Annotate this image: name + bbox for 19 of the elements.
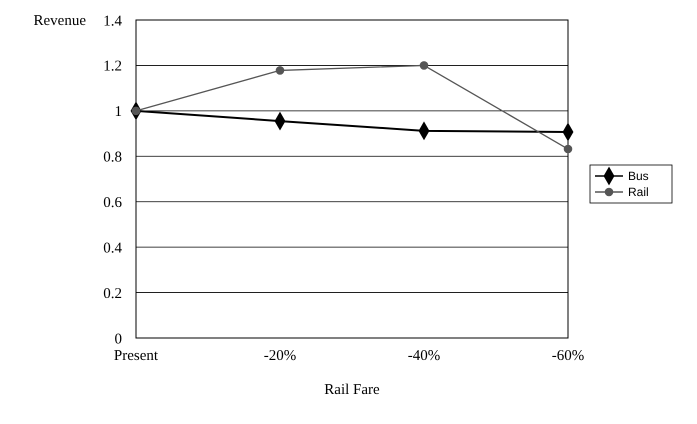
y-tick-label: 0.6 bbox=[103, 194, 122, 211]
y-tick-label: 1.4 bbox=[103, 13, 122, 30]
legend-label: Bus bbox=[628, 169, 649, 184]
y-tick-label: 0.8 bbox=[103, 150, 122, 166]
legend-label: Rail bbox=[628, 185, 649, 200]
x-tick-label: -20% bbox=[264, 348, 296, 364]
point bbox=[420, 61, 428, 70]
point bbox=[564, 144, 572, 154]
point bbox=[276, 66, 284, 75]
y-tick-label: 1.2 bbox=[103, 58, 122, 75]
x-tick-label: Present bbox=[114, 348, 159, 364]
x-tick-label: -40% bbox=[408, 348, 440, 364]
y-tick-label: 1 bbox=[114, 104, 122, 120]
y-tick-label: 0 bbox=[114, 331, 122, 348]
x-tick-label: -60% bbox=[552, 348, 584, 364]
y-tick-label: 0.2 bbox=[103, 286, 122, 302]
y-axis-title: Revenue bbox=[34, 13, 86, 29]
y-tick-label: 0.4 bbox=[103, 240, 122, 256]
x-axis-title: Rail Fare bbox=[324, 382, 380, 398]
